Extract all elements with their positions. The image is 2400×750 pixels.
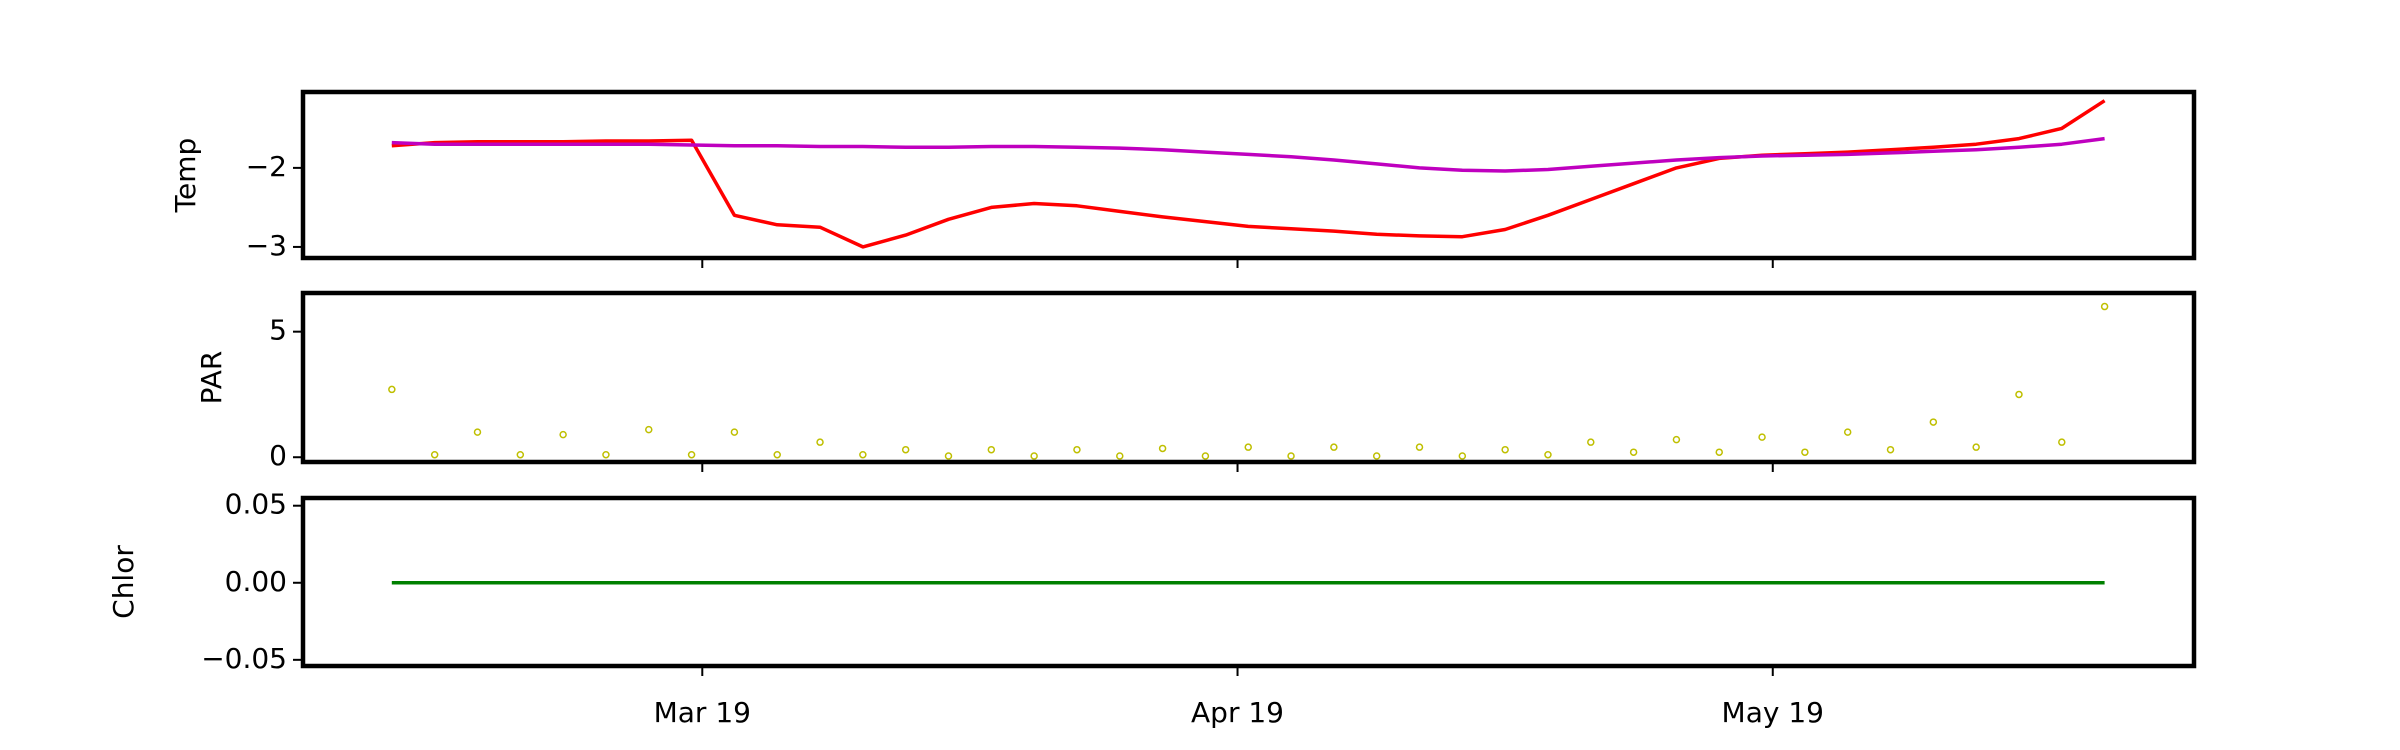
data-point xyxy=(730,428,739,436)
data-point xyxy=(773,450,781,459)
axes-frame xyxy=(300,89,2197,261)
data-point xyxy=(602,450,610,459)
data-point xyxy=(1587,438,1595,446)
data-point xyxy=(1972,443,1980,451)
x-tick-label: May 19 xyxy=(1722,696,1824,729)
y-tick-label: 5 xyxy=(269,314,287,347)
data-point xyxy=(1415,443,1424,451)
data-point xyxy=(1201,452,1210,460)
data-point xyxy=(1629,448,1638,456)
data-point xyxy=(2100,302,2109,311)
data-point xyxy=(687,450,696,459)
data-line xyxy=(391,99,2106,249)
y-tick-label: 0 xyxy=(269,439,287,472)
data-point xyxy=(1030,452,1038,460)
subplot: 0 5 PAR xyxy=(195,290,2197,472)
data-point xyxy=(1287,452,1295,460)
subplot: −0.05 0.00 0.05 Mar 19 Apr 19 May 19 Chlor xyxy=(107,488,2197,729)
axes-frame xyxy=(300,290,2197,465)
data-point xyxy=(1158,444,1167,453)
x-tick-label: Apr 19 xyxy=(1191,696,1284,729)
axes-frame xyxy=(300,495,2197,669)
data-line xyxy=(391,136,2105,173)
data-point xyxy=(1330,443,1338,451)
y-tick-label: −3 xyxy=(246,229,287,262)
data-point xyxy=(1715,448,1723,456)
data-point xyxy=(1544,450,1552,459)
data-point xyxy=(859,450,867,459)
y-axis-label: Temp xyxy=(169,138,202,214)
data-point xyxy=(1672,435,1681,444)
data-point xyxy=(430,450,439,459)
data-point xyxy=(388,385,396,394)
y-tick-label: 0.05 xyxy=(225,488,287,521)
data-point xyxy=(1758,433,1766,441)
y-tick-label: 0.00 xyxy=(225,565,287,598)
data-point xyxy=(1843,428,1852,436)
data-point xyxy=(2058,438,2066,446)
data-point xyxy=(645,425,653,434)
y-tick-label: −2 xyxy=(246,150,287,183)
y-axis-label: PAR xyxy=(195,351,228,405)
y-axis-label: Chlor xyxy=(107,545,140,619)
data-point xyxy=(1244,443,1252,451)
data-point xyxy=(1886,445,1895,454)
data-point xyxy=(1458,452,1467,460)
data-point xyxy=(516,450,525,459)
data-point xyxy=(944,452,953,460)
data-point xyxy=(2015,390,2023,399)
data-point xyxy=(901,445,910,454)
subplot: −3 −2 Temp xyxy=(169,89,2197,268)
data-point xyxy=(1801,448,1809,456)
data-point xyxy=(1372,452,1381,460)
data-point xyxy=(816,438,824,446)
data-point xyxy=(473,428,482,436)
data-point xyxy=(987,445,996,454)
x-tick-label: Mar 19 xyxy=(654,696,751,729)
data-point xyxy=(1929,418,1938,426)
data-point xyxy=(1501,445,1509,454)
data-point xyxy=(1073,445,1081,454)
data-point xyxy=(1116,452,1124,460)
y-tick-label: −0.05 xyxy=(201,642,287,675)
data-point xyxy=(559,430,567,439)
